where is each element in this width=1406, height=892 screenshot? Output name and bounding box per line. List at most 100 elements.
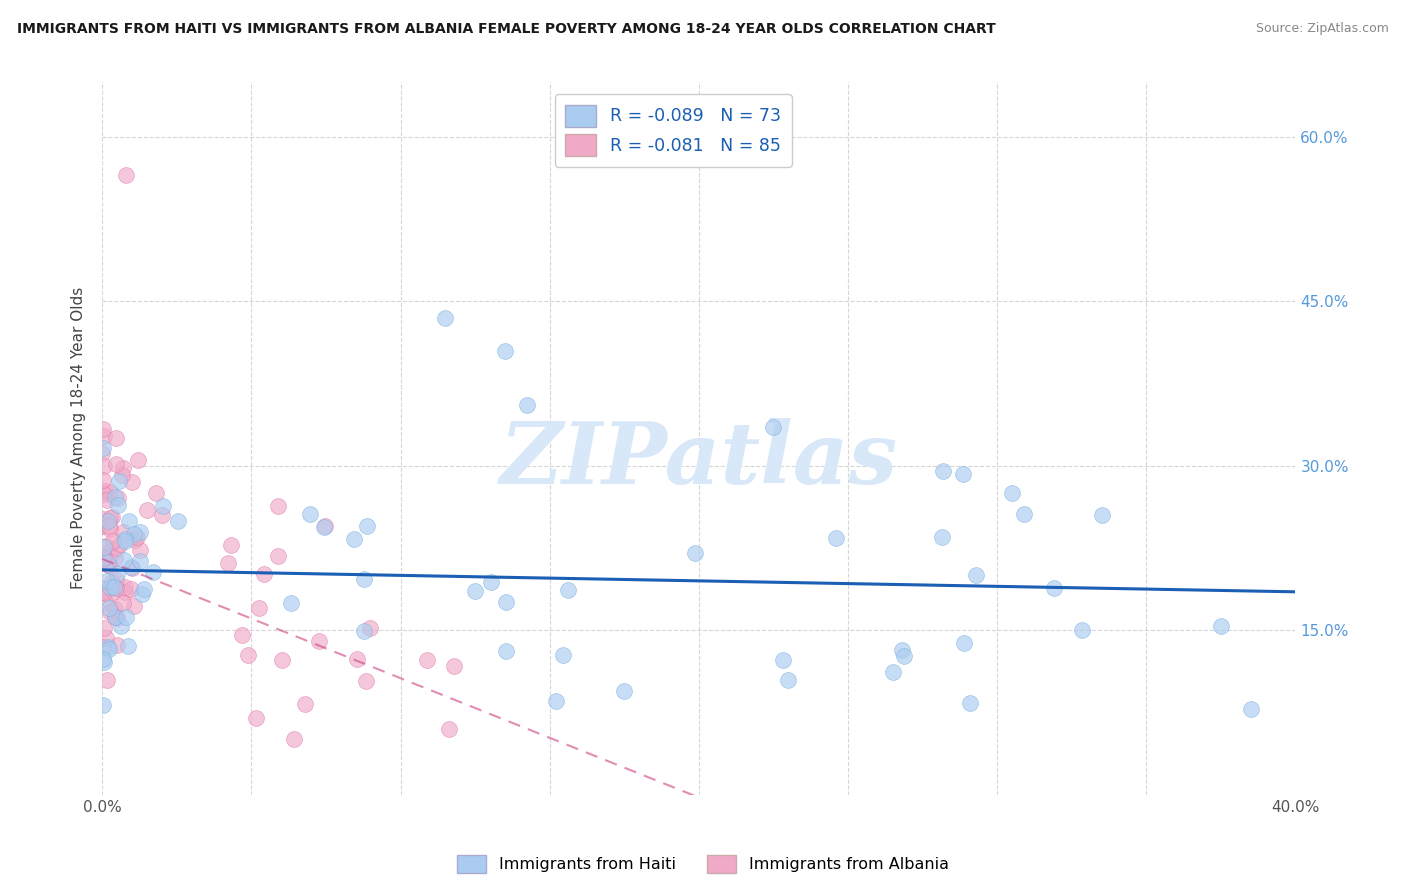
Point: [283, 731, 305, 746]
Point: [343, 533, 366, 547]
Point: [893, 649, 915, 664]
Point: [479, 574, 502, 589]
Point: [359, 621, 381, 635]
Point: [96, 555, 118, 569]
Point: [266, 549, 288, 563]
Text: Source: ZipAtlas.com: Source: ZipAtlas.com: [1256, 22, 1389, 36]
Point: [91, 446, 114, 460]
Point: [882, 665, 904, 679]
Point: [142, 565, 165, 579]
Point: [97, 519, 120, 533]
Text: ZIPatlas: ZIPatlas: [499, 418, 898, 501]
Point: [253, 567, 276, 582]
Point: [91, 552, 114, 566]
Point: [443, 658, 465, 673]
Point: [544, 694, 567, 708]
Point: [217, 556, 239, 570]
Point: [105, 581, 128, 595]
Point: [97, 640, 120, 654]
Point: [96, 539, 118, 553]
Y-axis label: Female Poverty Among 18-24 Year Olds: Female Poverty Among 18-24 Year Olds: [72, 287, 86, 590]
Point: [97, 601, 120, 615]
Point: [91, 441, 114, 455]
Point: [104, 551, 127, 566]
Point: [115, 609, 138, 624]
Point: [952, 467, 974, 481]
Point: [121, 475, 143, 490]
Point: [93, 473, 115, 487]
Point: [356, 519, 378, 533]
Point: [94, 483, 117, 498]
Point: [93, 586, 115, 600]
Point: [308, 633, 330, 648]
Point: [91, 652, 114, 666]
Point: [613, 683, 636, 698]
Point: [105, 541, 128, 555]
Point: [104, 610, 127, 624]
Point: [221, 538, 243, 552]
Point: [685, 546, 707, 560]
Point: [98, 485, 121, 500]
Point: [1001, 486, 1024, 500]
Point: [152, 499, 174, 513]
Point: [114, 532, 136, 546]
Point: [94, 595, 117, 609]
Point: [98, 544, 121, 558]
Point: [271, 653, 294, 667]
Point: [97, 558, 120, 572]
Point: [117, 514, 139, 528]
Point: [557, 582, 579, 597]
Point: [129, 524, 152, 539]
Point: [314, 519, 336, 533]
Point: [114, 580, 136, 594]
Point: [98, 642, 121, 657]
Point: [115, 168, 138, 182]
Point: [103, 580, 125, 594]
Point: [1012, 507, 1035, 521]
Point: [107, 474, 129, 488]
Point: [94, 631, 117, 645]
Point: [91, 550, 114, 565]
Point: [128, 553, 150, 567]
Point: [96, 673, 118, 687]
Point: [128, 543, 150, 558]
Point: [112, 596, 135, 610]
Point: [105, 611, 128, 625]
Point: [953, 636, 976, 650]
Point: [105, 638, 128, 652]
Point: [117, 639, 139, 653]
Point: [495, 594, 517, 608]
Point: [437, 722, 460, 736]
Point: [353, 572, 375, 586]
Point: [959, 696, 981, 710]
Point: [298, 507, 321, 521]
Point: [93, 621, 115, 635]
Point: [121, 560, 143, 574]
Legend: R = -0.089   N = 73, R = -0.081   N = 85: R = -0.089 N = 73, R = -0.081 N = 85: [554, 95, 792, 167]
Point: [107, 498, 129, 512]
Point: [231, 628, 253, 642]
Point: [495, 644, 517, 658]
Point: [1090, 508, 1112, 522]
Point: [105, 457, 128, 471]
Point: [93, 655, 115, 669]
Point: [110, 467, 132, 482]
Point: [101, 574, 124, 589]
Point: [1070, 623, 1092, 637]
Point: [134, 582, 156, 596]
Point: [105, 567, 128, 582]
Point: [93, 550, 115, 565]
Point: [294, 697, 316, 711]
Point: [91, 519, 114, 533]
Point: [98, 523, 121, 537]
Point: [965, 568, 987, 582]
Point: [91, 581, 114, 595]
Point: [931, 530, 953, 544]
Point: [124, 533, 146, 548]
Point: [245, 711, 267, 725]
Point: [434, 310, 457, 325]
Point: [353, 624, 375, 639]
Point: [114, 585, 136, 599]
Point: [91, 585, 114, 599]
Point: [1240, 702, 1263, 716]
